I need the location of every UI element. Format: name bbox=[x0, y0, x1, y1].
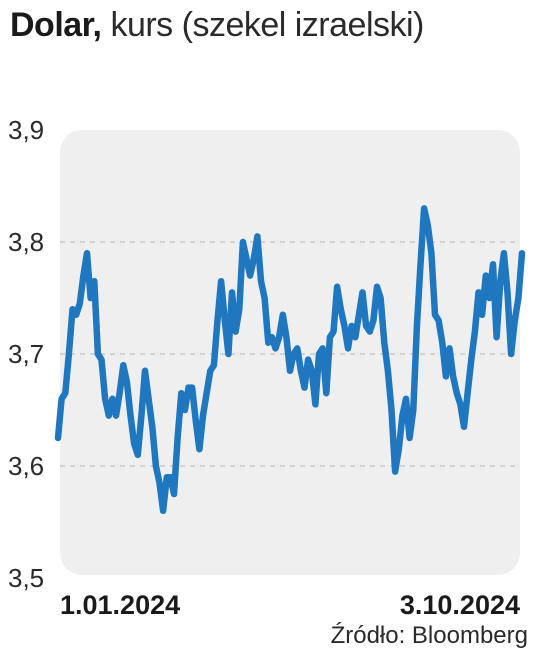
y-tick-label: 3,6 bbox=[8, 451, 44, 481]
chart-title-rest: kurs (szekel izraelski) bbox=[110, 6, 424, 44]
y-axis-ticks: 3,9 3,8 3,7 3,6 3,5 bbox=[8, 115, 44, 593]
chart-title: Dolar, kurs (szekel izraelski) bbox=[10, 6, 424, 45]
y-tick-label: 3,5 bbox=[8, 563, 44, 593]
y-tick-label: 3,8 bbox=[8, 227, 44, 257]
y-tick-label: 3,9 bbox=[8, 115, 44, 145]
series-line-usd-ils bbox=[54, 205, 526, 515]
source-note: Źródło: Bloomberg bbox=[330, 622, 528, 649]
y-tick-label: 3,7 bbox=[8, 339, 44, 369]
x-tick-label: 1.01.2024 bbox=[60, 590, 180, 620]
x-tick-label: 3.10.2024 bbox=[400, 590, 520, 620]
chart-title-bold: Dolar, bbox=[10, 6, 102, 44]
x-axis-ticks: 1.01.2024 3.10.2024 bbox=[60, 590, 520, 620]
